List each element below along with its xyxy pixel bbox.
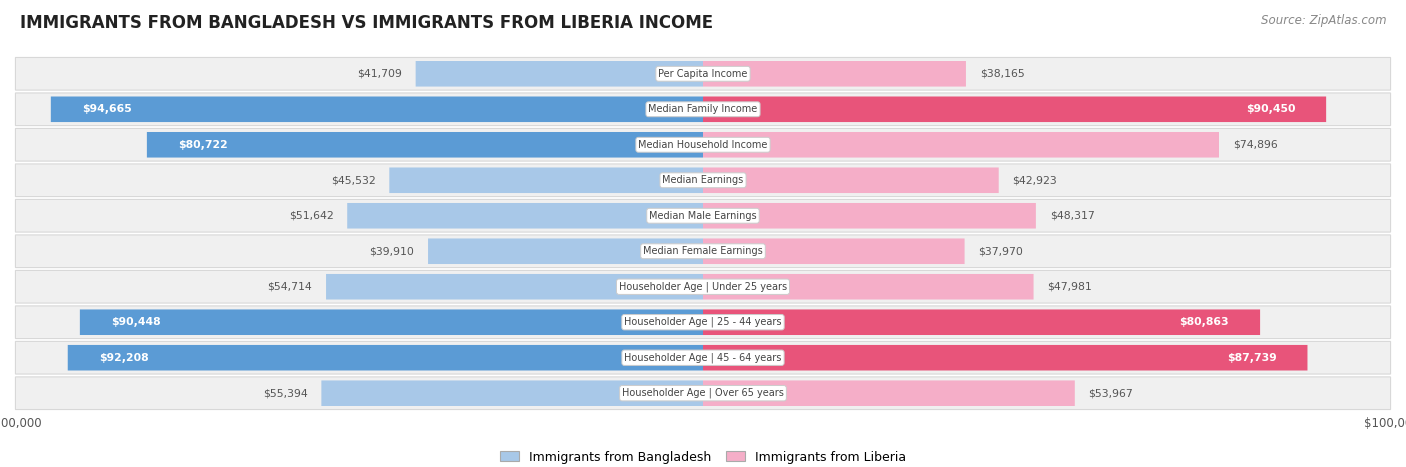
Text: $48,317: $48,317: [1050, 211, 1094, 221]
FancyBboxPatch shape: [15, 306, 1391, 339]
Text: $92,208: $92,208: [98, 353, 149, 363]
Text: Householder Age | Over 65 years: Householder Age | Over 65 years: [621, 388, 785, 398]
FancyBboxPatch shape: [703, 239, 965, 264]
FancyBboxPatch shape: [15, 235, 1391, 268]
Text: $53,967: $53,967: [1088, 388, 1133, 398]
Text: IMMIGRANTS FROM BANGLADESH VS IMMIGRANTS FROM LIBERIA INCOME: IMMIGRANTS FROM BANGLADESH VS IMMIGRANTS…: [20, 14, 713, 32]
FancyBboxPatch shape: [15, 377, 1391, 410]
Text: Median Family Income: Median Family Income: [648, 104, 758, 114]
Text: $39,910: $39,910: [370, 246, 415, 256]
Text: $54,714: $54,714: [267, 282, 312, 292]
Text: $55,394: $55,394: [263, 388, 308, 398]
FancyBboxPatch shape: [51, 97, 703, 122]
Text: $74,896: $74,896: [1233, 140, 1278, 150]
Text: $90,450: $90,450: [1246, 104, 1295, 114]
Text: $90,448: $90,448: [111, 317, 160, 327]
FancyBboxPatch shape: [146, 132, 703, 157]
FancyBboxPatch shape: [427, 239, 703, 264]
FancyBboxPatch shape: [703, 132, 1219, 157]
FancyBboxPatch shape: [15, 270, 1391, 303]
FancyBboxPatch shape: [15, 128, 1391, 161]
FancyBboxPatch shape: [347, 203, 703, 228]
Text: $37,970: $37,970: [979, 246, 1024, 256]
FancyBboxPatch shape: [703, 168, 998, 193]
FancyBboxPatch shape: [703, 274, 1033, 299]
Text: $80,863: $80,863: [1180, 317, 1229, 327]
FancyBboxPatch shape: [80, 310, 703, 335]
FancyBboxPatch shape: [416, 61, 703, 86]
Text: $51,642: $51,642: [288, 211, 333, 221]
FancyBboxPatch shape: [703, 310, 1260, 335]
Text: $47,981: $47,981: [1047, 282, 1092, 292]
Text: $45,532: $45,532: [330, 175, 375, 185]
FancyBboxPatch shape: [15, 57, 1391, 90]
Text: Source: ZipAtlas.com: Source: ZipAtlas.com: [1261, 14, 1386, 27]
FancyBboxPatch shape: [389, 168, 703, 193]
Text: $41,709: $41,709: [357, 69, 402, 79]
Legend: Immigrants from Bangladesh, Immigrants from Liberia: Immigrants from Bangladesh, Immigrants f…: [495, 446, 911, 467]
FancyBboxPatch shape: [703, 203, 1036, 228]
FancyBboxPatch shape: [703, 61, 966, 86]
Text: Median Female Earnings: Median Female Earnings: [643, 246, 763, 256]
Text: Median Earnings: Median Earnings: [662, 175, 744, 185]
Text: Median Male Earnings: Median Male Earnings: [650, 211, 756, 221]
FancyBboxPatch shape: [67, 345, 703, 370]
FancyBboxPatch shape: [703, 345, 1308, 370]
FancyBboxPatch shape: [15, 341, 1391, 374]
FancyBboxPatch shape: [703, 97, 1326, 122]
Text: Median Household Income: Median Household Income: [638, 140, 768, 150]
FancyBboxPatch shape: [15, 93, 1391, 126]
Text: Householder Age | 25 - 44 years: Householder Age | 25 - 44 years: [624, 317, 782, 327]
Text: $38,165: $38,165: [980, 69, 1025, 79]
Text: Householder Age | Under 25 years: Householder Age | Under 25 years: [619, 282, 787, 292]
FancyBboxPatch shape: [326, 274, 703, 299]
Text: $80,722: $80,722: [179, 140, 228, 150]
Text: Householder Age | 45 - 64 years: Householder Age | 45 - 64 years: [624, 353, 782, 363]
FancyBboxPatch shape: [15, 199, 1391, 232]
Text: $42,923: $42,923: [1012, 175, 1057, 185]
Text: $94,665: $94,665: [82, 104, 132, 114]
Text: Per Capita Income: Per Capita Income: [658, 69, 748, 79]
FancyBboxPatch shape: [15, 164, 1391, 197]
FancyBboxPatch shape: [703, 381, 1074, 406]
FancyBboxPatch shape: [322, 381, 703, 406]
Text: $87,739: $87,739: [1226, 353, 1277, 363]
